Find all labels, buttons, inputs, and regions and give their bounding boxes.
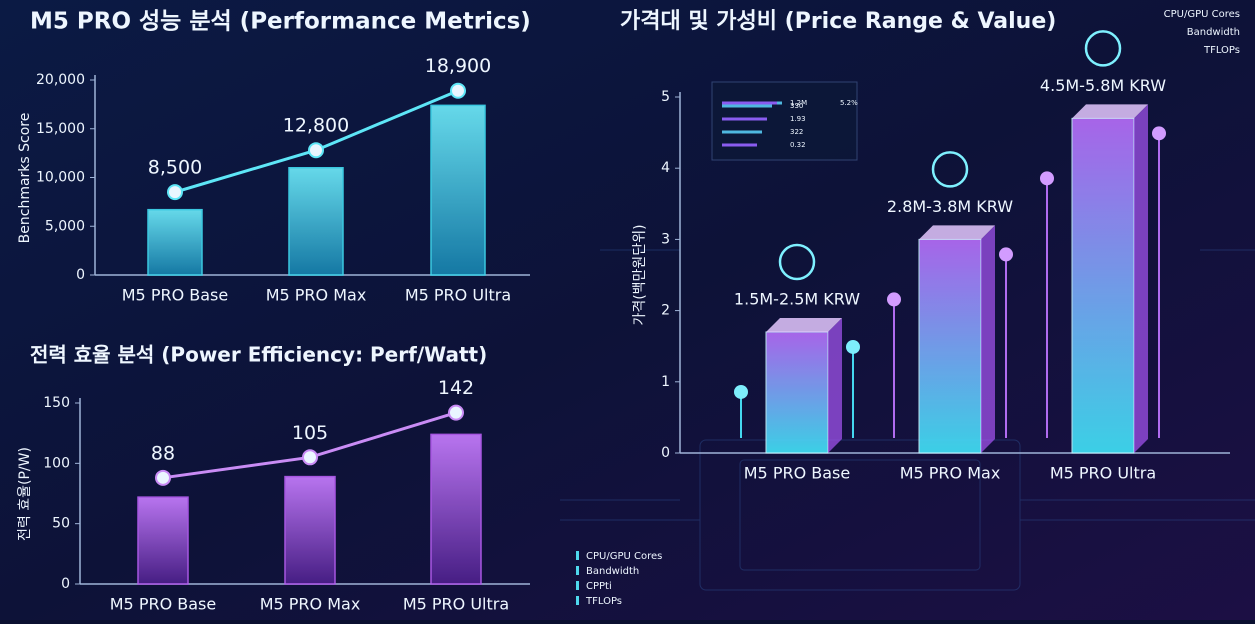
line-point [155,469,171,486]
legend-decor: CPPti [586,581,612,592]
line-point [167,184,183,201]
y-tick-label: 5,000 [45,218,85,234]
y-tick-label: 10,000 [36,170,85,186]
line-point [308,142,324,159]
panel-text: 330 [790,102,803,110]
line-point [448,404,464,421]
bar-side [1134,104,1148,454]
bar-front [1071,117,1135,454]
line-point [302,449,318,466]
info-panel [711,81,858,161]
legend-decor: Bandwidth [1187,27,1240,38]
legend-decor: CPU/GPU Cores [586,551,662,562]
x-tick-label: M5 PRO Max [266,286,367,305]
bar-top [919,225,995,240]
y-axis-label: 전력 효율(P/W) [17,447,33,541]
legend-decor: TFLOPs [585,596,622,607]
y-tick-label: 15,000 [36,121,85,137]
legend-decor: CPU/GPU Cores [1164,9,1240,20]
bar-front [765,331,829,454]
y-tick-label: 100 [43,455,70,471]
panel-text: 5.2% [840,99,858,107]
panel-text: 1.93 [790,115,806,123]
legend-decor: TFLOPs [1203,45,1240,56]
chart-title: 가격대 및 가성비 (Price Range & Value) [620,9,1056,34]
glow-dot [1152,126,1166,141]
icon [931,151,969,188]
value-label: 8,500 [148,157,202,179]
legend-swatch [576,596,579,605]
bar [430,433,482,585]
x-tick-label: M5 PRO Ultra [405,286,511,305]
legend-swatch [576,551,579,560]
bar [147,208,203,276]
x-tick-label: M5 PRO Base [122,286,228,305]
legend-swatch [576,581,579,590]
legend-decor: Bandwidth [586,566,639,577]
value-label: 105 [292,422,328,444]
bar [430,104,486,276]
y-axis-label: Benchmarks Score [17,113,33,244]
icon [1084,30,1122,67]
value-label: 18,900 [425,55,491,77]
bar [288,167,344,276]
value-label: 12,800 [283,115,349,137]
y-tick-label: 0 [76,267,85,283]
bar-top [1072,104,1148,119]
glow-dot [999,247,1013,262]
y-tick-label: 20,000 [36,72,85,88]
x-tick-label: M5 PRO Max [260,595,361,614]
y-tick-label: 50 [52,516,70,532]
bar [284,475,336,585]
y-tick-label: 0 [61,576,70,592]
y-tick-label: 2 [661,303,670,319]
icon [778,243,816,281]
y-tick-label: 5 [661,89,670,105]
glow-dot [887,292,901,307]
y-tick-label: 0 [661,445,670,461]
annotation: 4.5M-5.8M KRW [1040,76,1166,95]
x-tick-label: M5 PRO Base [110,595,216,614]
y-tick-label: 1 [661,374,670,390]
x-tick-label: M5 PRO Max [900,464,1001,483]
value-label: 142 [438,377,474,399]
chart-title: 전력 효율 분석 (Power Efficiency: Perf/Watt) [30,343,487,367]
panel-text: 0.32 [790,141,806,149]
x-tick-label: M5 PRO Ultra [1050,464,1156,483]
glow-dot [1040,171,1054,186]
panel-text: 1.2M [790,99,807,107]
x-tick-label: M5 PRO Base [744,464,850,483]
y-tick-label: 4 [661,160,670,176]
bar-side [981,225,995,453]
bar-side [828,317,842,453]
glow-dot [846,339,860,354]
value-label: 88 [151,442,175,464]
line-point [450,82,466,99]
annotation: 1.5M-2.5M KRW [734,289,860,308]
legend-swatch [576,566,579,575]
bar-top [766,317,842,332]
panel-text: 322 [790,128,803,136]
x-tick-label: M5 PRO Ultra [403,595,509,614]
bar-front [918,238,982,454]
annotation: 2.8M-3.8M KRW [887,197,1013,216]
y-axis-label: 가격(백만원단위) [632,224,648,325]
glow-dot [734,384,748,399]
circuit-decor [560,249,1255,591]
chart-title: M5 PRO 성능 분석 (Performance Metrics) [30,9,531,35]
y-tick-label: 150 [43,395,70,411]
bar [137,496,189,585]
y-tick-label: 3 [661,231,670,247]
